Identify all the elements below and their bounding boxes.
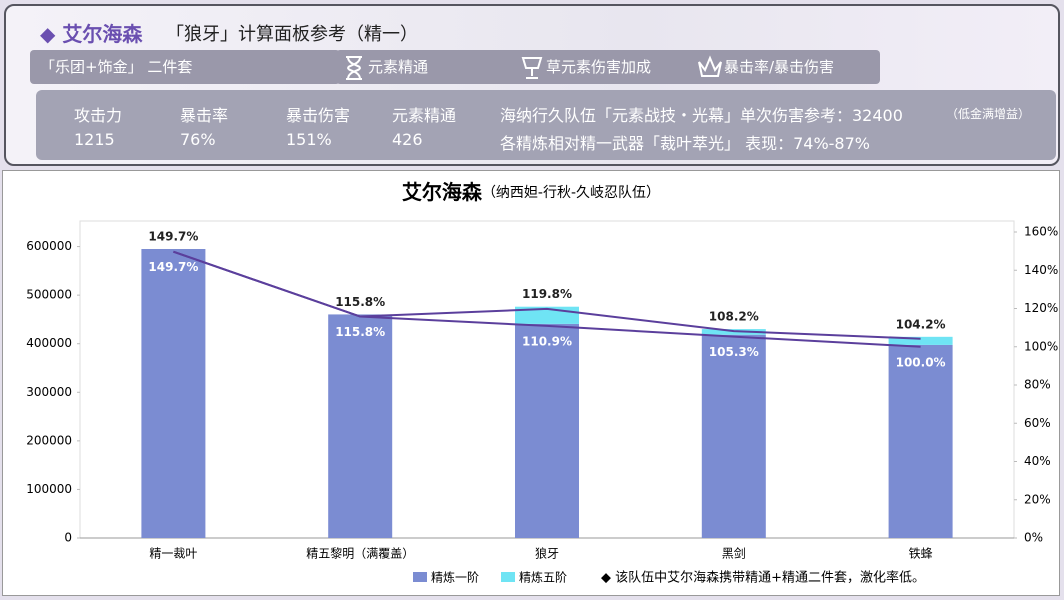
chart-note: ◆ 该队伍中艾尔海森携带精通+精通二件套，激化率低。 (601, 570, 925, 586)
stat-value: 1215 (74, 130, 115, 149)
y-tick-label: 100000 (26, 482, 72, 496)
y-tick-label: 500000 (26, 288, 72, 302)
data-label: 104.2% (896, 317, 946, 331)
y2-tick-label: 20% (1024, 492, 1051, 506)
y2-tick-label: 80% (1024, 378, 1051, 392)
y-tick-label: 200000 (26, 433, 72, 447)
data-label: 110.9% (522, 334, 572, 348)
bar (888, 336, 953, 345)
chart-panel: 艾尔海森（纳西妲-行秋-久岐忍队伍） 0 100000 200000 300000 400… (2, 170, 1060, 596)
bar (701, 334, 766, 538)
legend-swatch (501, 572, 515, 582)
stat-value: 426 (392, 130, 423, 149)
y-tick-label: 400000 (26, 336, 72, 350)
chart: 艾尔海森（纳西妲-行秋-久岐忍队伍） 0 100000 200000 300000 400… (26, 180, 1058, 586)
stat-label: 暴击伤害 (286, 106, 351, 125)
y2-tick-label: 140% (1024, 263, 1058, 277)
bar (515, 323, 579, 538)
stat-label: 攻击力 (74, 106, 123, 125)
y2-tick-label: 120% (1024, 301, 1058, 315)
title-rest: 「狼牙」计算面板参考（精一） (166, 24, 418, 45)
bar (888, 344, 953, 538)
tag: 「乐团+饰金」 二件套 (30, 50, 340, 84)
crown-icon (698, 55, 722, 77)
stat-label: 暴击率 (180, 106, 229, 125)
y2-tick-label: 60% (1024, 416, 1051, 430)
data-label: 115.8% (335, 325, 385, 339)
chart-title: 艾尔海森（纳西妲-行秋-久岐忍队伍） (402, 180, 660, 204)
data-label: 105.3% (709, 345, 759, 359)
note-line: 海纳行久队伍「元素战技・光幕」单次伤害参考：32400 (500, 106, 903, 125)
line (173, 250, 921, 340)
y-tick-label: 600000 (26, 239, 72, 253)
data-label: 108.2% (709, 310, 759, 324)
legend-label: 精炼五阶 (519, 570, 567, 585)
data-label: 100.0% (896, 355, 946, 369)
y2-tick-label: 0% (1024, 531, 1043, 545)
x-tick-label: 铁蜂 (909, 547, 933, 561)
note-small: （低金满增益） (946, 107, 1031, 121)
bar (141, 249, 206, 538)
header-panel: ◆ 艾尔海森 「狼牙」计算面板参考（精一） 「乐团+饰金」 二件套 元素精通 草… (4, 4, 1060, 166)
cup-icon (521, 57, 543, 79)
y-tick-label: 300000 (26, 385, 72, 399)
y2-tick-label: 100% (1024, 339, 1058, 353)
title-main: 艾尔海森 (402, 180, 483, 204)
x-tick-label: 精五黎明（满覆盖） (306, 547, 414, 561)
data-label: 115.8% (335, 295, 385, 309)
stat-value: 76% (180, 130, 216, 149)
subtitle: （纳西妲-行秋-久岐忍队伍） (482, 184, 660, 201)
tag: 暴击率/暴击伤害 (692, 50, 880, 84)
data-label: 119.8% (522, 287, 572, 301)
stats-panel: 攻击力 1215 暴击率 76% 暴击伤害 151% 元素精通 426 海纳行久队伍「元素战技・… (36, 90, 1056, 160)
legend-swatch (413, 572, 427, 582)
stat-label: 元素精通 (392, 106, 457, 125)
title-name: ◆ 艾尔海森 (40, 22, 143, 46)
y-tick-label: 0 (64, 531, 72, 545)
bar (328, 314, 393, 538)
hourglass-icon (346, 56, 362, 80)
x-tick-label: 精一裁叶 (149, 547, 197, 561)
data-label: 149.7% (148, 230, 198, 244)
y2-tick-label: 40% (1024, 454, 1051, 468)
x-tick-label: 黑剑 (722, 546, 746, 561)
tag: 元素精通 (336, 50, 532, 84)
stat-value: 151% (286, 130, 332, 149)
note-line: 各精炼相对精一武器「裁叶萃光」 表现：74%-87% (500, 134, 870, 153)
tag: 草元素伤害加成 (514, 50, 710, 84)
x-tick-label: 狼牙 (535, 546, 559, 561)
data-label: 149.7% (148, 260, 198, 274)
y2-tick-label: 160% (1024, 225, 1058, 239)
legend-label: 精炼一阶 (431, 570, 479, 585)
